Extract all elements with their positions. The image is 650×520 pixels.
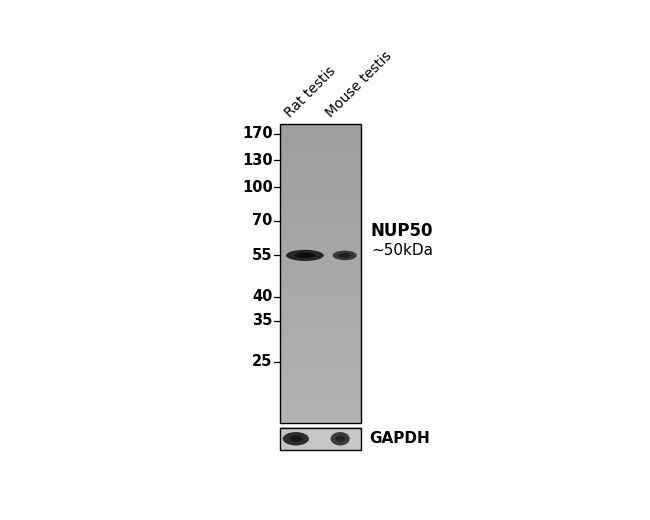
Ellipse shape (335, 435, 345, 442)
Text: ~50kDa: ~50kDa (371, 243, 433, 258)
Text: 40: 40 (252, 289, 273, 304)
Bar (280, 124, 361, 423)
Text: 55: 55 (252, 248, 273, 263)
Ellipse shape (294, 253, 315, 258)
Text: 130: 130 (242, 153, 273, 168)
Text: Mouse testis: Mouse testis (323, 49, 395, 121)
Ellipse shape (283, 432, 309, 446)
Text: 25: 25 (252, 355, 273, 369)
Text: 35: 35 (252, 313, 273, 328)
Ellipse shape (289, 435, 302, 442)
Ellipse shape (338, 253, 352, 258)
Text: 100: 100 (242, 180, 273, 195)
Ellipse shape (333, 251, 357, 260)
Text: GAPDH: GAPDH (369, 431, 430, 446)
Text: 70: 70 (252, 213, 273, 228)
Ellipse shape (331, 432, 350, 446)
Ellipse shape (286, 250, 324, 261)
Text: 170: 170 (242, 126, 273, 141)
Bar (280, 427, 361, 450)
Text: Rat testis: Rat testis (282, 64, 338, 121)
Text: NUP50: NUP50 (371, 223, 434, 240)
